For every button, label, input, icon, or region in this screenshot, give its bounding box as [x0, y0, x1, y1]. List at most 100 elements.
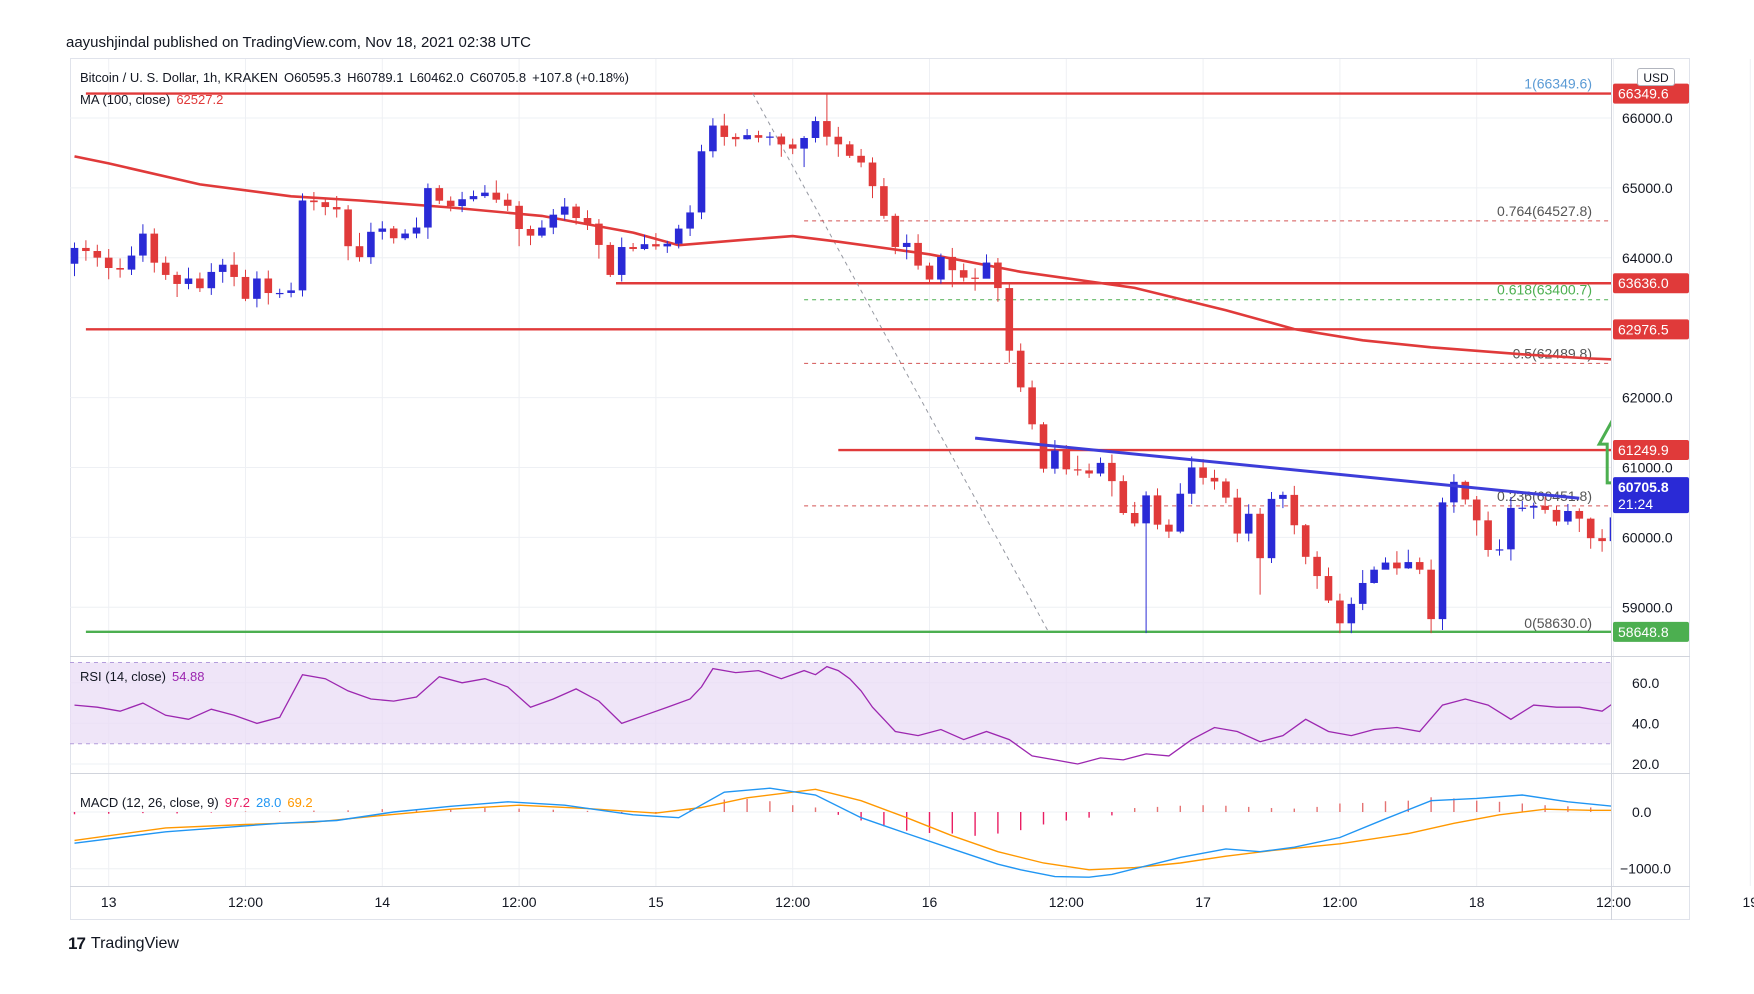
candle-body-68: [845, 144, 854, 156]
candle-body-60: [754, 135, 763, 138]
price-label-1: 63636.0: [1618, 275, 1669, 291]
macd-label: MACD (12, 26, close, 9): [80, 795, 219, 810]
candle-body-21: [310, 200, 318, 203]
time-tick-8: 17: [1195, 894, 1211, 910]
candle-body-18: [275, 292, 284, 295]
price-label-bg-5: [1613, 621, 1689, 642]
candle-body-91: [1108, 462, 1116, 482]
candle-body-128: [1529, 505, 1538, 508]
candle-body-46: [595, 223, 603, 245]
candle-body-92: [1119, 481, 1128, 514]
candle-body-61: [766, 136, 774, 138]
candle-body-10: [184, 278, 193, 284]
candle-body-133: [1586, 518, 1595, 539]
candle-body-77: [948, 256, 957, 271]
ma-value: 62527.2: [176, 92, 224, 107]
rsi-line: [74, 665, 1611, 765]
candle-body-88: [1073, 469, 1082, 471]
price-label-0: 66349.6: [1618, 86, 1669, 102]
price-label-bg-0: [1613, 83, 1689, 104]
candle-body-3: [104, 257, 113, 269]
macd-value-signal: 69.2: [287, 795, 313, 810]
candle-body-75: [925, 265, 934, 280]
candle-body-40: [526, 229, 535, 236]
macd-line: [74, 787, 1611, 878]
price-change: +107.8 (+0.18%): [532, 70, 629, 85]
candle-body-26: [367, 231, 375, 258]
candle-body-108: [1301, 525, 1310, 557]
candle-body-28: [389, 228, 398, 239]
candle-body-52: [663, 243, 672, 247]
price-tick-3: 62000.0: [1622, 390, 1673, 406]
candle-body-5: [127, 255, 136, 270]
candle-body-74: [914, 242, 922, 266]
candle-body-48: [617, 247, 626, 275]
price-label-bg-1: [1613, 273, 1689, 294]
candle-body-87: [1062, 450, 1071, 470]
candle-body-122: [1461, 481, 1470, 500]
candle-body-32: [435, 188, 444, 201]
tradingview-logo-icon: 17: [68, 934, 86, 953]
price-label-5: 58648.8: [1618, 624, 1669, 640]
ma-legend: MA (100, close) 62527.2: [80, 92, 229, 107]
candle-body-12: [207, 271, 216, 289]
candle-body-25: [355, 246, 364, 258]
candle-body-8: [161, 262, 170, 275]
candle-body-35: [469, 196, 478, 200]
candle-body-81: [994, 262, 1002, 289]
ohlc-close: C60705.8: [469, 70, 527, 85]
candle-body-67: [834, 136, 843, 145]
time-tick-4: 15: [648, 894, 664, 910]
candle-body-27: [378, 228, 387, 232]
currency-badge[interactable]: USD: [1637, 68, 1675, 86]
rsi-value: 54.88: [171, 669, 205, 684]
candle-body-101: [1222, 481, 1230, 498]
price-label-bg-2: [1613, 319, 1689, 340]
price-axis: 66000.0 65000.0 64000.0 62000.0 61000.0 60000…: [1620, 110, 1673, 877]
price-tick-5: 60000.0: [1622, 529, 1673, 545]
macd-tick-0: 0.0: [1632, 804, 1652, 820]
candle-body-97: [1176, 493, 1185, 532]
candle-body-116: [1393, 562, 1401, 569]
candle-body-38: [503, 199, 512, 206]
candle-body-62: [777, 136, 786, 145]
candle-body-57: [720, 125, 729, 137]
candle-body-121: [1450, 481, 1458, 503]
candle-body-19: [287, 290, 295, 293]
candle-body-24: [344, 209, 352, 247]
candle-body-15: [241, 276, 250, 299]
time-tick-11: 12:00: [1596, 894, 1631, 910]
candle-body-119: [1427, 569, 1435, 620]
ohlc-low: L60462.0: [409, 70, 464, 85]
time-tick-10: 18: [1469, 894, 1485, 910]
candle-body-124: [1484, 520, 1492, 550]
chart-frame[interactable]: [70, 58, 1690, 920]
candle-body-47: [606, 244, 615, 275]
candle-body-120: [1438, 502, 1447, 620]
price-tick-2: 64000.0: [1622, 250, 1673, 266]
candle-body-107: [1290, 494, 1299, 526]
candle-body-42: [549, 214, 558, 228]
pane-separators: [70, 59, 1690, 920]
rsi-label: RSI (14, close): [80, 669, 166, 684]
main-legend: Bitcoin / U. S. Dollar, 1h, KRAKEN O60595…: [80, 70, 635, 85]
candle-body-109: [1313, 556, 1321, 577]
macd-pane: [73, 787, 1611, 878]
time-axis: 13 12:00 14 12:00 15 12:00 16 12:00 17 12:00 18 12:…: [101, 894, 1754, 910]
candle-body-50: [640, 244, 649, 249]
price-labels: 66349.6 63636.0 62976.5 61249.9 60705.821:24…: [1613, 83, 1689, 642]
candle-body-56: [709, 125, 717, 152]
candle-body-17: [264, 278, 273, 294]
candle-body-69: [857, 155, 865, 163]
fib-label-1: 0.764(64527.8): [1497, 203, 1592, 219]
candle-body-49: [629, 247, 637, 249]
candle-body-59: [743, 135, 751, 140]
candle-body-127: [1518, 507, 1527, 509]
candle-body-134: [1598, 538, 1606, 542]
drawings: [974, 419, 1611, 500]
time-tick-9: 12:00: [1322, 894, 1357, 910]
candle-body-43: [560, 206, 569, 215]
candle-body-102: [1233, 497, 1242, 534]
candle-body-93: [1130, 513, 1139, 524]
